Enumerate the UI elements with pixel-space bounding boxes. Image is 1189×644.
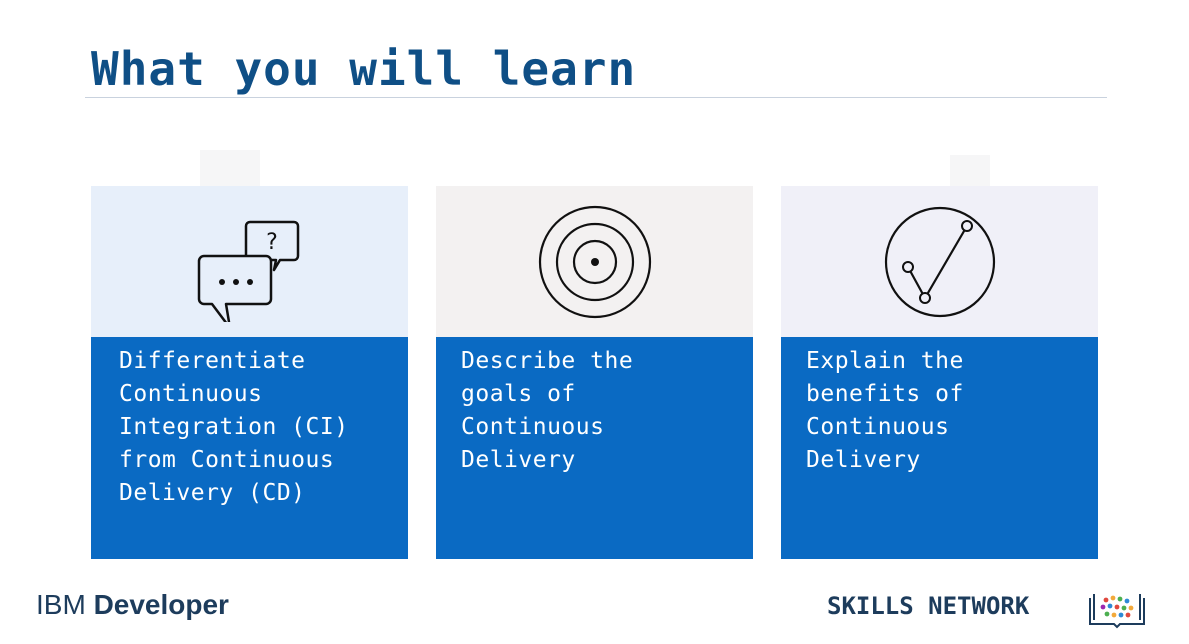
brand-developer: Developer: [93, 589, 229, 620]
card-text: Describe the goals of Continuous Deliver…: [436, 337, 753, 559]
svg-text:?: ?: [266, 230, 278, 255]
checkmark-circle-icon: [884, 206, 995, 317]
card-text: Differentiate Continuous Integration (CI…: [91, 337, 408, 559]
card-icon-area: [781, 186, 1098, 337]
page-title: What you will learn: [91, 42, 637, 96]
card-icon-area: [436, 186, 753, 337]
chat-bubbles-icon: ?: [197, 220, 299, 322]
background-decoration: [950, 155, 990, 190]
brand-ibm: IBM: [36, 589, 86, 620]
skills-network-book-icon: [1089, 594, 1145, 629]
skills-network-label: SKILLS NETWORK: [827, 592, 1030, 620]
ibm-developer-logo: IBM Developer: [36, 589, 229, 621]
learning-card-2: Describe the goals of Continuous Deliver…: [436, 186, 753, 559]
learning-card-3: Explain the benefits of Continuous Deliv…: [781, 186, 1098, 559]
card-icon-area: ?: [91, 186, 408, 337]
learning-card-1: ? Differentiate Continuous Integration (…: [91, 186, 408, 559]
background-decoration: [200, 150, 260, 190]
target-icon: [538, 205, 651, 318]
card-text: Explain the benefits of Continuous Deliv…: [781, 337, 1098, 559]
title-divider: [85, 97, 1107, 98]
